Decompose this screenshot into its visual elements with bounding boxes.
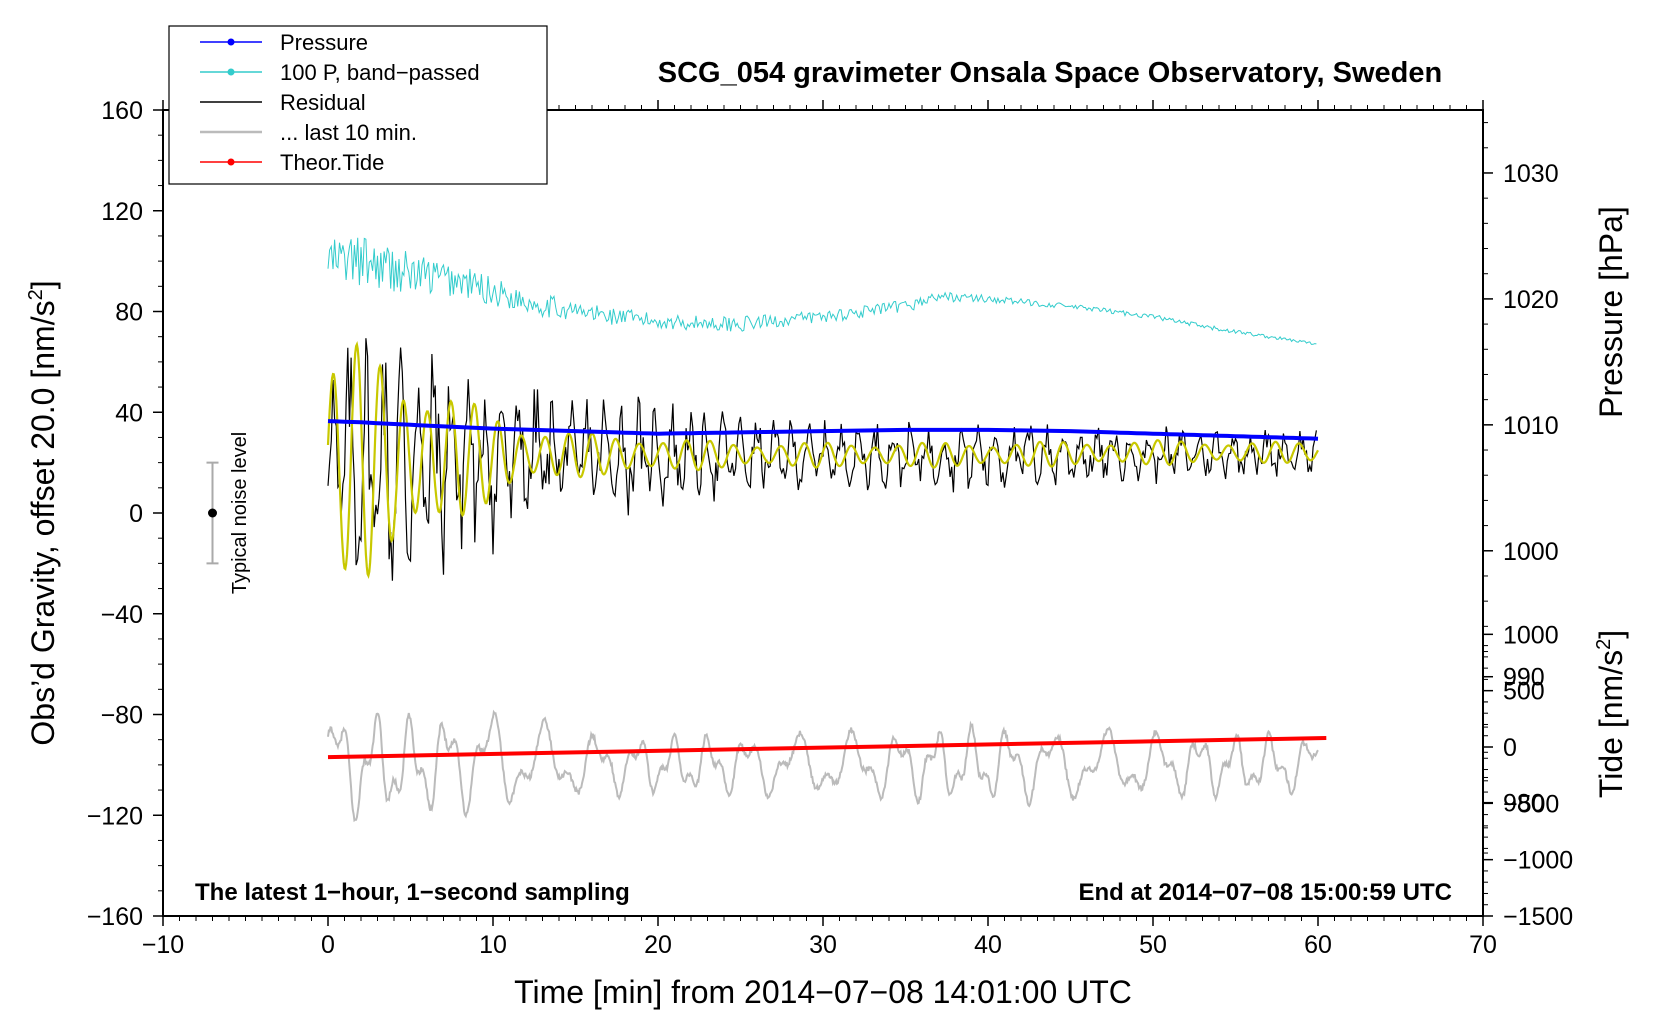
y-axis-title: Obs’d Gravity, offset 20.0 [nm/s2] (25, 280, 61, 745)
y-tick-label-4: 0 (129, 500, 143, 528)
tide-axis-title-sup: 2 (1593, 639, 1615, 650)
legend: Pressure 100 P, band−passed Residual ... la… (168, 25, 548, 185)
y-tick-label-0: −160 (87, 903, 143, 931)
ticks-layer: −10 0 10 20 30 40 50 60 70−160−120−80−4004080120… (87, 97, 1574, 959)
tide-tick-label-4: 500 (1503, 678, 1545, 706)
y-tick-label-2: −80 (101, 702, 143, 730)
pressure-tick-label-5: 1030 (1503, 160, 1559, 188)
x-tick-label-0: −10 (142, 931, 184, 959)
x-axis-title: Time [min] from 2014−07−08 14:01:00 UTC (514, 974, 1132, 1010)
x-tick-label-6: 50 (1139, 931, 1167, 959)
legend-label-2: Residual (280, 90, 366, 115)
theor-tide-line (327, 736, 1327, 760)
note-left: The latest 1−hour, 1−second sampling (195, 879, 630, 906)
y-tick-label-1: −120 (87, 802, 143, 830)
x-tick-label-4: 30 (809, 931, 837, 959)
y-tick-label-7: 120 (101, 198, 143, 226)
last-10-min-line (327, 709, 1319, 823)
y-axis-title-sup: 2 (25, 289, 47, 300)
tide-tick-label-0: −1500 (1503, 903, 1573, 931)
pressure-tick-label-2: 1000 (1503, 538, 1559, 566)
x-tick-label-7: 60 (1304, 931, 1332, 959)
legend-box (168, 25, 548, 185)
y-tick-label-8: 160 (101, 97, 143, 125)
legend-label-4: Theor.Tide (280, 150, 384, 175)
legend-marker-0 (227, 38, 235, 46)
legend-label-3: ... last 10 min. (280, 120, 417, 145)
y-axis-title-main: Obs’d Gravity, offset 20.0 [nm/s (25, 300, 61, 745)
x-tick-label-2: 10 (479, 931, 507, 959)
y-axis-title-end: ] (25, 280, 61, 289)
legend-label-0: Pressure (280, 30, 368, 55)
x-tick-label-3: 20 (644, 931, 672, 959)
chart-title: SCG_054 gravimeter Onsala Space Observat… (658, 57, 1442, 89)
x-tick-label-1: 0 (321, 931, 335, 959)
pressure-tick-label-3: 1010 (1503, 412, 1559, 440)
x-tick-label-5: 40 (974, 931, 1002, 959)
pressure-axis-title: Pressure [hPa] (1593, 206, 1629, 418)
tide-axis-title: Tide [nm/s2] (1593, 630, 1629, 798)
tide-axis-title-end: ] (1593, 630, 1629, 639)
noise-level-label: Typical noise level (229, 432, 251, 594)
series-layer (206, 237, 1327, 823)
y-tick-label-6: 80 (115, 299, 143, 327)
pressure-tick-label-0: 980 (1503, 790, 1545, 818)
noise-level-point (208, 508, 217, 518)
tide-tick-label-2: −500 (1503, 790, 1559, 818)
pressure-line (327, 419, 1319, 441)
band-passed-pressure-line (327, 237, 1317, 345)
tide-tick-label-3: 0 (1503, 734, 1517, 762)
legend-marker-1 (227, 68, 235, 76)
tide-tick-label-5: 1000 (1503, 621, 1559, 649)
pressure-tick-label-4: 1020 (1503, 286, 1559, 314)
legend-label-1: 100 P, band−passed (280, 60, 480, 85)
x-tick-label-8: 70 (1469, 931, 1497, 959)
note-right: End at 2014−07−08 15:00:59 UTC (1078, 879, 1452, 906)
legend-marker-4 (227, 158, 235, 166)
y-tick-label-5: 40 (115, 399, 143, 427)
y-tick-label-3: −40 (101, 601, 143, 629)
tide-tick-label-1: −1000 (1503, 847, 1573, 875)
pressure-tick-label-1: 990 (1503, 664, 1545, 692)
tide-axis-title-main: Tide [nm/s (1593, 650, 1629, 798)
band-passed-residual-line (326, 340, 1319, 579)
